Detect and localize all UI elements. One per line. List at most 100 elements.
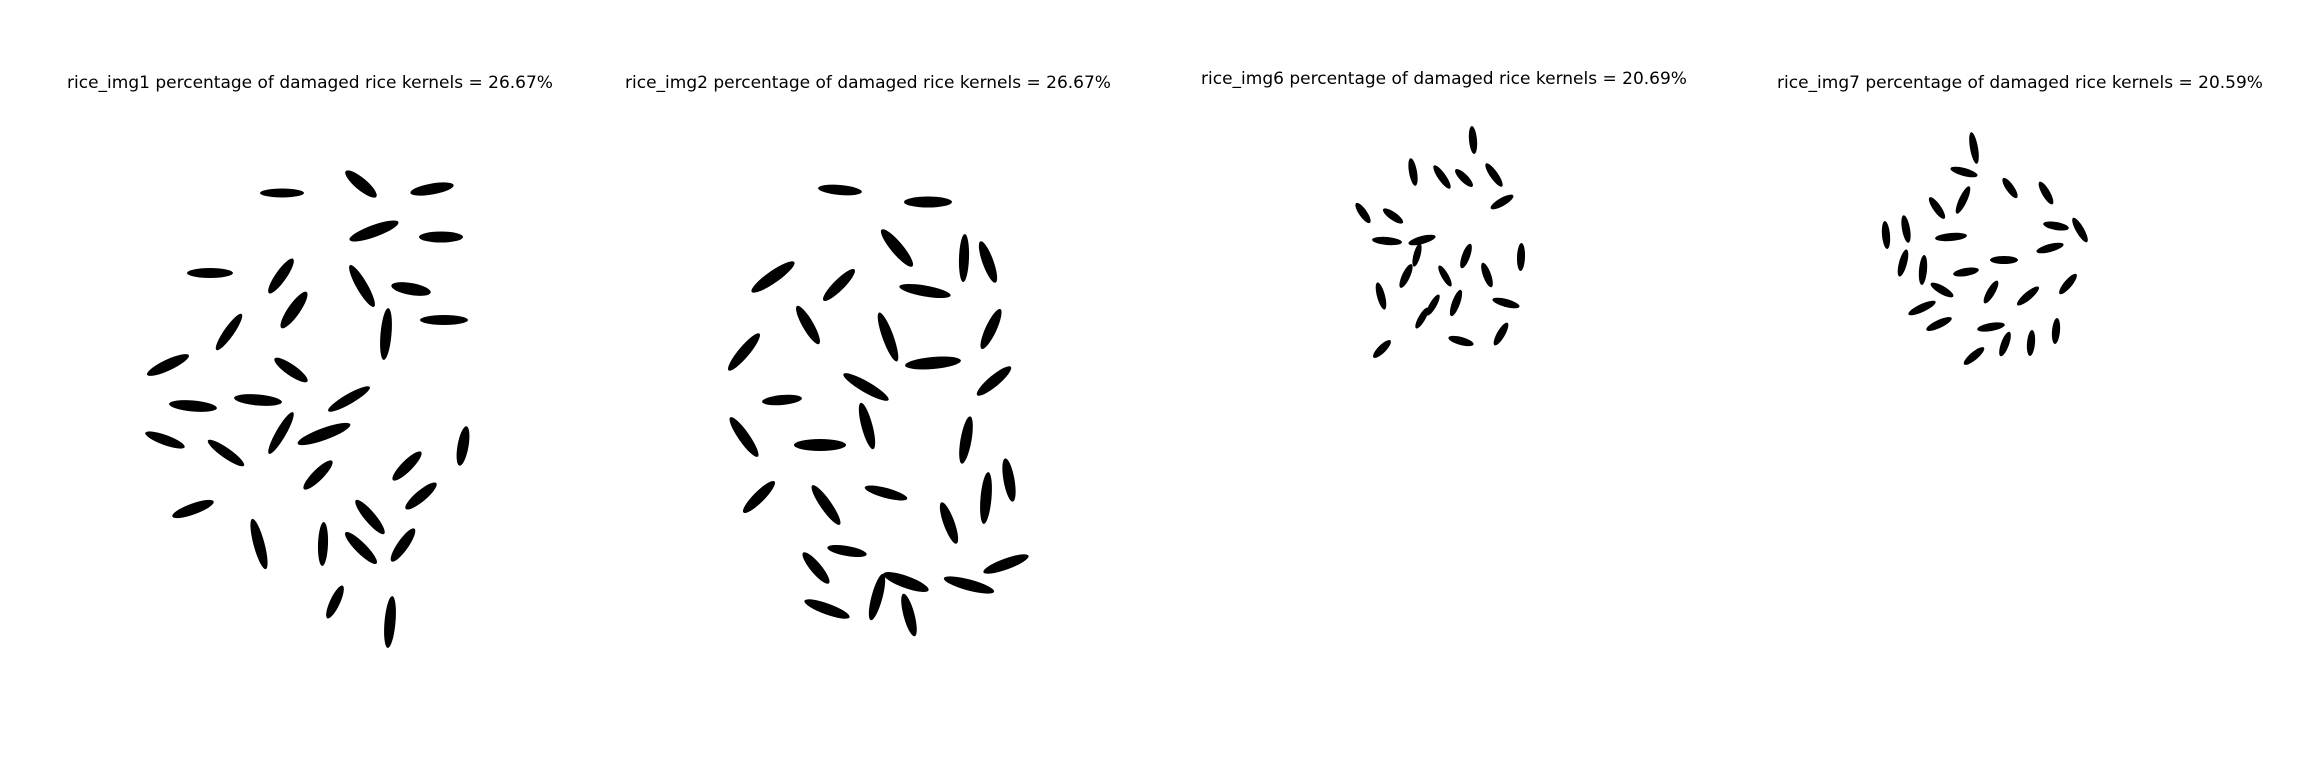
rice-kernel [1408,234,1436,246]
panel-rice-img6: rice_img6 percentage of damaged rice ker… [1152,0,1728,768]
rice-kernel [729,417,759,457]
rice-kernel [349,265,375,307]
rice-kernel [804,599,850,619]
rice-kernel [1999,331,2011,357]
rice-kernel [391,282,431,296]
rice-kernel [1355,202,1371,224]
rice-kernel [1963,347,1985,365]
rice-kernel [1950,166,1978,178]
rice-kernel [268,258,294,294]
rice-kernel [978,241,998,283]
rice-kernel [2059,273,2077,295]
rice-kernels-image [1881,132,2088,365]
rice-kernel [1955,186,1971,214]
rice-kernel [1926,317,1952,331]
rice-kernel [980,308,1002,350]
rice-kernel [169,400,217,412]
rice-kernel [1516,243,1526,271]
rice-kernel [384,596,396,648]
rice-kernel [1908,300,1936,316]
rice-kernel [349,220,399,242]
rice-kernel [172,499,214,519]
rice-kernel [822,268,856,302]
rice-kernel [145,431,185,449]
rice-kernel [328,386,370,412]
rice-kernel [274,357,308,383]
rice-kernel [317,522,329,566]
rice-kernel [1372,236,1402,246]
rice-kernel [728,333,760,371]
rice-kernel [976,366,1012,396]
rice-kernel [234,394,282,406]
rice-kernel [1481,262,1493,288]
rice-kernel [858,402,876,450]
rice-kernel [456,426,470,466]
rice-kernel [1438,265,1452,287]
rice-kernel [742,480,776,514]
rice-kernel [1935,232,1967,242]
rice-kernel [1990,256,2018,264]
rice-kernel [2072,217,2088,243]
rice-kernel [2026,330,2036,356]
rice-kernel [280,291,308,329]
rice-kernel [1983,280,1999,304]
rice-kernel [1928,197,1946,219]
rice-kernel [980,472,992,524]
rice-kernel [1415,307,1429,329]
rice-kernel [1375,282,1387,310]
rice-kernel [1002,458,1016,502]
panel-rice-img2: rice_img2 percentage of damaged rice ker… [576,0,1152,768]
rice-kernel [390,528,416,562]
rice-kernel [1460,243,1472,269]
rice-kernel [1881,221,1891,249]
rice-kernel [392,451,422,481]
rice-kernel [2043,221,2069,231]
rice-kernel [1412,243,1422,267]
rice-kernel [811,485,841,525]
rice-kernel [899,283,951,299]
rice-kernel [1485,163,1503,187]
rice-kernel [2002,177,2018,199]
panel-title: rice_img7 percentage of damaged rice ker… [1777,73,2263,93]
rice-kernel [1426,294,1440,316]
rice-kernel [419,231,463,243]
rice-kernel [355,499,385,535]
panel-title: rice_img2 percentage of damaged rice ker… [625,73,1111,93]
rice-kernel [345,170,377,198]
rice-kernel [1953,267,1979,277]
rice-kernel [1918,255,1928,285]
rice-kernel [1490,194,1514,210]
rice-kernel [1897,249,1909,277]
rice-kernel [958,234,970,282]
rice-kernel [344,531,378,565]
rice-kernels-image [1355,126,1526,358]
rice-kernel [420,315,468,325]
rice-kernel [802,552,830,584]
rice-kernel [1373,340,1391,358]
rice-kernel [2036,242,2064,254]
rice-kernel [1399,264,1413,288]
rice-kernel [1930,282,1954,298]
rice-kernel [1493,322,1509,346]
rice-kernel [187,268,233,278]
rice-kernel [1408,158,1418,186]
rice-kernel [1433,165,1451,189]
rice-kernel [2051,318,2061,344]
rice-kernel [410,182,454,196]
rice-kernel [1449,289,1463,317]
rice-kernel [207,439,245,467]
rice-kernel [939,502,959,544]
panel-rice-img7: rice_img7 percentage of damaged rice ker… [1728,0,2304,768]
rice-kernel [868,573,886,621]
rice-kernel [796,305,820,345]
rice-kernel [983,554,1029,574]
panel-rice-img1: rice_img1 percentage of damaged rice ker… [0,0,576,768]
rice-kernel [2038,181,2054,205]
rice-kernel [880,229,914,267]
rice-kernel [147,354,189,376]
rice-kernel [883,572,929,592]
rice-kernel [1901,215,1911,243]
rice-kernel [326,585,344,619]
rice-kernels-image [728,184,1029,637]
rice-kernel [1455,169,1473,187]
